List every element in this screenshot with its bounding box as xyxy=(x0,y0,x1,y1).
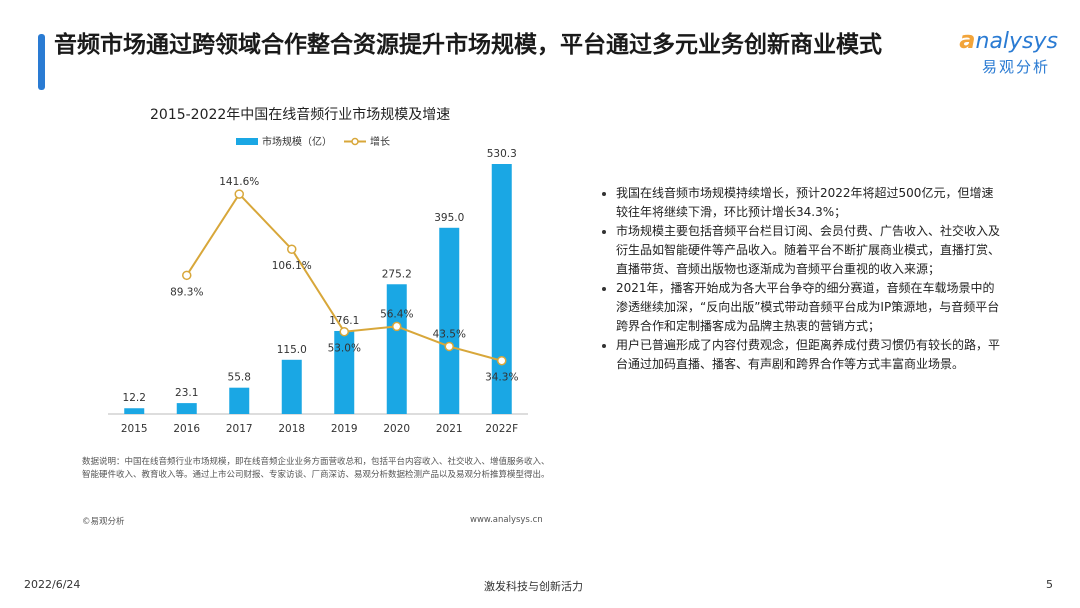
growth-label: 89.3% xyxy=(170,286,203,298)
growth-label: 43.5% xyxy=(433,328,466,340)
growth-point xyxy=(339,326,349,337)
growth-label: 53.0% xyxy=(328,343,361,355)
bar-value-label: 275.2 xyxy=(382,268,412,280)
logo-rest: nalysys xyxy=(975,29,1059,54)
bar-value-label: 55.8 xyxy=(228,372,251,384)
legend-bar-label: 市场规模（亿） xyxy=(262,135,332,148)
growth-point xyxy=(287,244,297,254)
x-tick-label: 2019 xyxy=(331,423,358,435)
x-tick-label: 2015 xyxy=(121,423,148,435)
logo-cn-text: 易观分析 xyxy=(981,58,1050,76)
insight-item: 市场规模主要包括音频平台栏目订阅、会员付费、广告收入、社交收入及衍生品如智能硬件… xyxy=(600,222,1000,279)
footer-date: 2022/6/24 xyxy=(24,578,81,591)
growth-point xyxy=(182,270,192,281)
market-size-chart: 市场规模（亿） 增长 12.2 2015 23.1 2016 55.8 2017 115.0 20… xyxy=(108,135,528,435)
logo-wordmark: analysys xyxy=(959,26,1058,54)
x-tick-label: 2020 xyxy=(383,423,410,435)
x-tick-label: 2021 xyxy=(436,423,463,435)
bar xyxy=(176,403,197,414)
bar-value-label: 395.0 xyxy=(434,212,464,224)
bar-value-label: 176.1 xyxy=(329,315,359,327)
growth-point xyxy=(392,321,402,332)
insight-item: 用户已普遍形成了内容付费观念，但距离养成付费习惯仍有较长的路，平台通过加码直播、… xyxy=(600,336,1000,374)
page-title: 音频市场通过跨领域合作整合资源提升市场规模，平台通过多元业务创新商业模式 xyxy=(54,32,882,58)
bar xyxy=(124,408,145,414)
legend-line-marker xyxy=(351,137,359,146)
chart-title: 2015-2022年中国在线音频行业市场规模及增速 xyxy=(150,107,451,123)
growth-label: 34.3% xyxy=(485,372,518,384)
insight-item: 我国在线音频市场规模持续增长，预计2022年将超过500亿元，但增速较往年将继续… xyxy=(600,184,1000,222)
bar-value-label: 12.2 xyxy=(123,392,146,404)
x-tick-label: 2018 xyxy=(278,423,305,435)
growth-point xyxy=(234,189,244,199)
legend-line-label: 增长 xyxy=(370,135,390,148)
x-tick-label: 2022F xyxy=(485,423,518,435)
footer-slogan: 激发科技与创新活力 xyxy=(484,580,583,593)
analysys-logo: analysys 易观分析 xyxy=(918,26,1058,82)
bar xyxy=(386,284,407,414)
bar xyxy=(229,387,250,414)
bar xyxy=(334,330,355,414)
source-website: www.analysys.cn xyxy=(470,515,543,525)
data-note: 数据说明：中国在线音频行业市场规模，即在线音频企业业务方面营收总和，包括平台内容… xyxy=(82,457,550,480)
insight-list: 我国在线音频市场规模持续增长，预计2022年将超过500亿元，但增速较往年将继续… xyxy=(600,184,1000,374)
logo-first-letter: a xyxy=(959,26,976,54)
source-copyright: ©易观分析 xyxy=(82,517,125,527)
x-tick-label: 2017 xyxy=(226,423,253,435)
growth-point xyxy=(497,355,507,366)
bar xyxy=(491,164,512,414)
bar-value-label: 530.3 xyxy=(487,148,517,160)
x-tick-label: 2016 xyxy=(173,423,200,435)
insight-item: 2021年，播客开始成为各大平台争夺的细分赛道，音频在车载场景中的渗透继续加深，… xyxy=(600,279,1000,336)
bar-value-label: 115.0 xyxy=(277,344,307,356)
growth-label: 106.1% xyxy=(272,260,312,272)
bar-value-label: 23.1 xyxy=(175,387,198,399)
legend-bar-swatch xyxy=(236,138,258,145)
bar xyxy=(439,227,460,414)
bar xyxy=(281,359,302,414)
growth-label: 56.4% xyxy=(380,308,413,320)
page-number: 5 xyxy=(1046,578,1053,591)
title-accent-bar xyxy=(38,34,45,90)
growth-point xyxy=(444,341,454,352)
growth-label: 141.6% xyxy=(219,176,259,188)
